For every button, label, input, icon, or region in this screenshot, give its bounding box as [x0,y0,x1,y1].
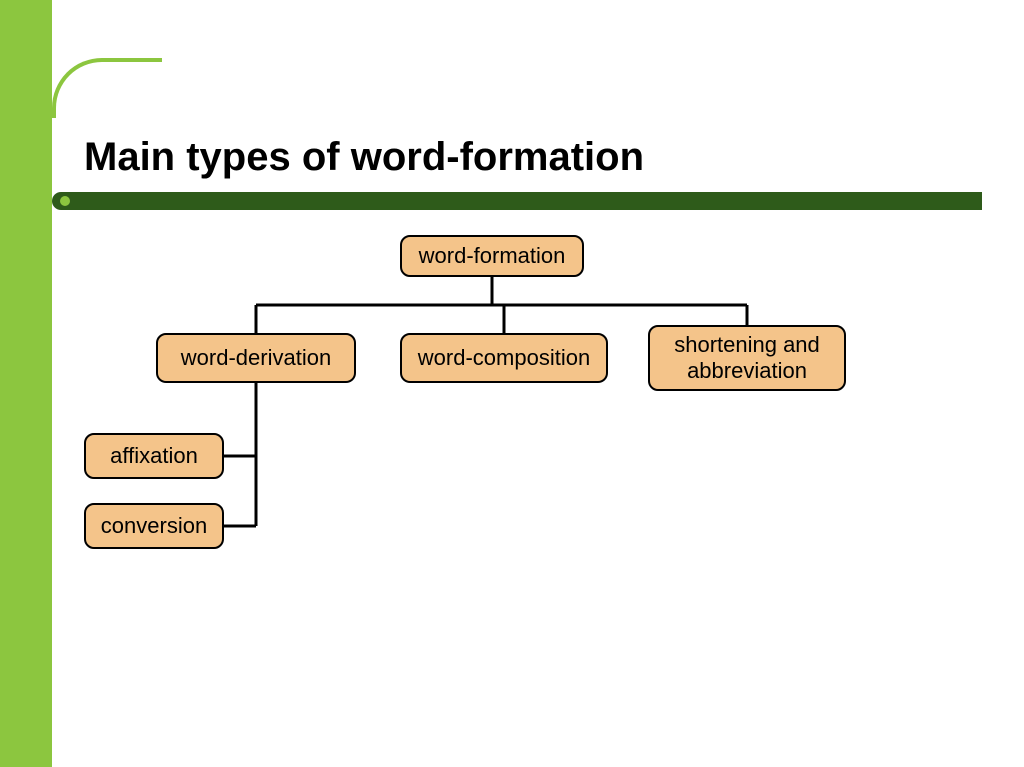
node-affixation: affixation [84,433,224,479]
sidebar-accent [0,0,52,767]
title-underline [52,192,982,210]
node-label: shortening and abbreviation [664,332,830,385]
node-label: word-derivation [181,345,331,371]
node-composition: word-composition [400,333,608,383]
node-root: word-formation [400,235,584,277]
slide-title: Main types of word-formation [84,135,644,180]
node-label: word-formation [419,243,566,269]
node-conversion: conversion [84,503,224,549]
diagram-container: word-formation word-derivation word-comp… [52,235,982,635]
corner-curve [52,58,162,118]
node-label: affixation [110,443,198,469]
node-label: conversion [101,513,207,539]
node-label: word-composition [418,345,590,371]
node-shortening: shortening and abbreviation [648,325,846,391]
node-derivation: word-derivation [156,333,356,383]
